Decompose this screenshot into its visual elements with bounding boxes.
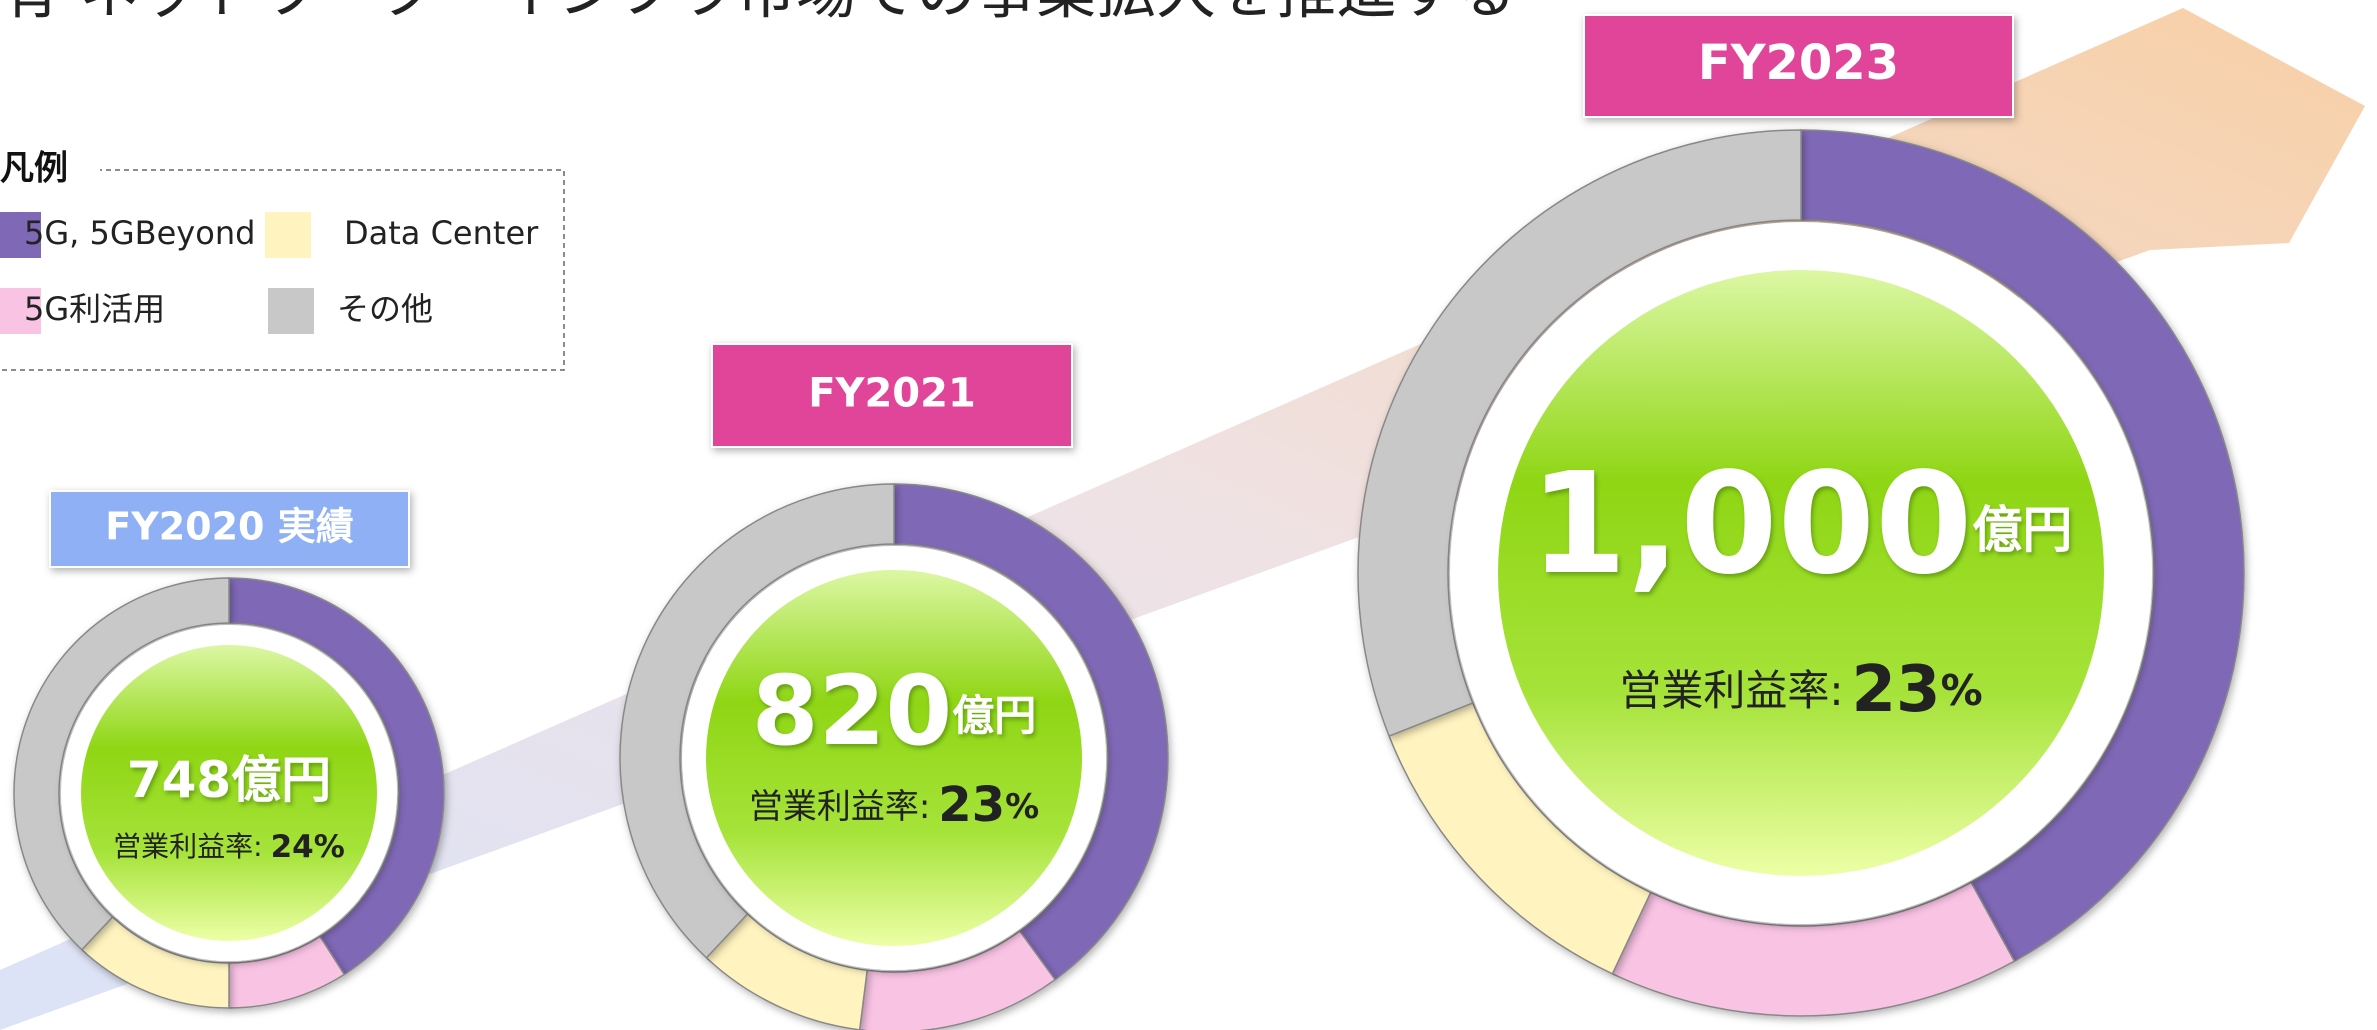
margin-label: 営業利益率: <box>749 787 930 827</box>
center-unit: 億円 <box>1972 501 2072 559</box>
legend-label: Data Center <box>344 214 539 252</box>
center-unit: 億円 <box>231 751 331 809</box>
year-label: FY2020 実績 <box>105 505 353 549</box>
slide: 有 ネットワーク・インフラ市場での事業拡大を推進する 凡例 5G, 5GBeyo… <box>0 0 2377 1030</box>
slide-title: 有 ネットワーク・インフラ市場での事業拡大を推進する <box>0 0 1516 28</box>
legend-label: 5G, 5GBeyond <box>24 214 255 252</box>
year-label: FY2021 <box>808 371 976 417</box>
center-number: 820 <box>752 655 952 767</box>
center-number: 748 <box>127 751 231 809</box>
margin-value: 23 <box>1852 653 1941 727</box>
center-unit: 億円 <box>952 691 1036 740</box>
legend-label: その他 <box>337 290 433 328</box>
center-number: 1,000 <box>1530 443 1973 606</box>
margin-label: 営業利益率: <box>1619 666 1843 715</box>
legend-swatch <box>265 212 311 258</box>
margin-value: 24 <box>271 829 314 865</box>
page: {"title": "有 ネットワーク・インフラ市場での事業拡大を推進する", … <box>0 0 2377 1030</box>
legend-swatch <box>268 288 314 334</box>
margin-unit: % <box>1005 787 1039 827</box>
legend-box <box>0 170 564 370</box>
margin-text: 営業利益率: 24% <box>113 829 345 865</box>
margin-unit: % <box>1941 666 1983 715</box>
legend: 5G, 5GBeyond Data Center 5G利活用 その他 <box>0 212 539 334</box>
margin-unit: % <box>314 829 345 865</box>
margin-value: 23 <box>938 777 1005 833</box>
year-label: FY2023 <box>1698 35 1899 91</box>
legend-label: 5G利活用 <box>24 290 165 328</box>
margin-label: 営業利益率: <box>113 830 262 863</box>
center-value: 748億円 <box>127 751 331 809</box>
legend-title: 凡例 <box>0 149 68 189</box>
